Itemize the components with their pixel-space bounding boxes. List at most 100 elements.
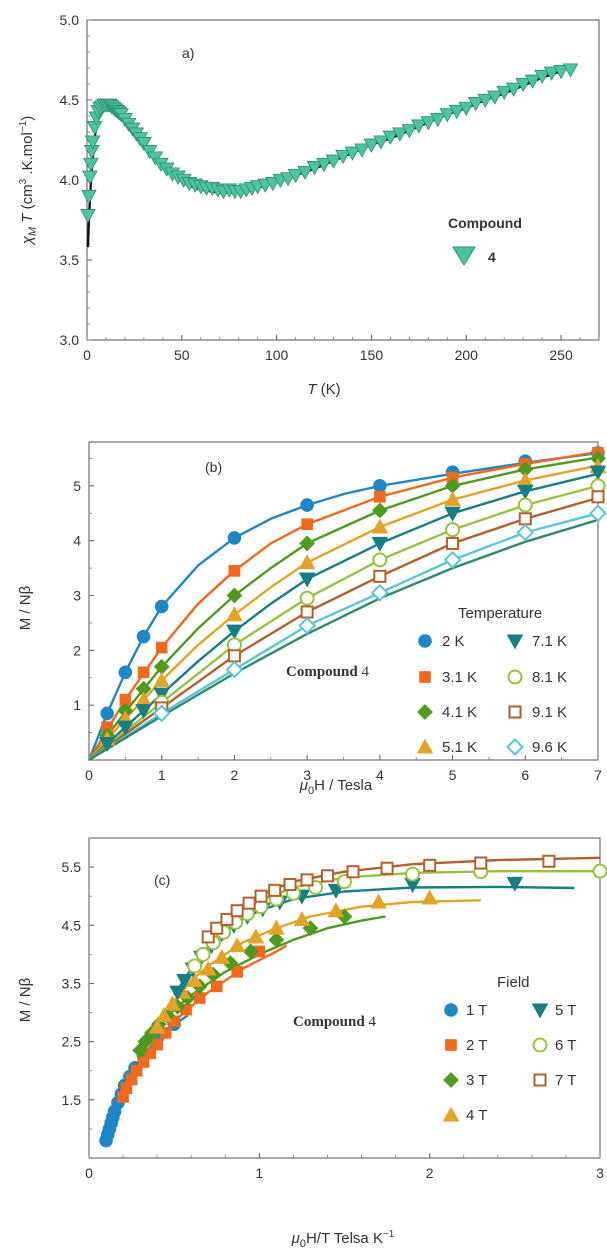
panel-b-xlabel: μ0H / Tesla <box>299 777 373 797</box>
panel-c-annotation: Compound 4 <box>293 1014 376 1030</box>
panel-a-point <box>136 137 152 152</box>
panel-a-point <box>354 143 370 158</box>
panel-b-point <box>227 649 241 663</box>
panel-a-point <box>325 154 342 169</box>
panel-c-point <box>164 995 181 1011</box>
panel-b-point <box>155 641 168 654</box>
panel-a-point <box>86 121 103 136</box>
x-tick-label: 150 <box>360 347 384 363</box>
panel-c-legend-entry: 1 T <box>466 1002 487 1019</box>
panel-b-point <box>516 484 534 500</box>
panel-a-ticks: 0 50 100 150 200 250 3.0 3.5 4.0 4.5 5.0 <box>60 12 600 363</box>
y-tick-label: 3 <box>73 588 81 604</box>
panel-a-point <box>477 93 494 109</box>
panel-b-fit-line <box>87 450 599 761</box>
panel-a-point <box>373 135 389 150</box>
x-tick-label: 50 <box>174 347 190 363</box>
panel-c-point <box>592 863 607 879</box>
panel-a-frame <box>86 19 600 341</box>
x-tick-label: 0 <box>83 347 91 363</box>
panel-b-legend-entry: 5.1 K <box>442 739 477 756</box>
panel-a-point <box>344 146 361 161</box>
panel-b-point <box>589 465 607 481</box>
panel-c-point <box>254 889 268 903</box>
panel-c-point <box>327 902 345 918</box>
panel-c-legend-entry: 4 T <box>466 1107 487 1124</box>
panel-c-point <box>370 893 387 909</box>
y-tick-label: 1 <box>73 697 81 713</box>
panel-b-point <box>118 665 133 680</box>
panel-a-point <box>448 105 465 120</box>
panel-c-point <box>186 972 203 988</box>
panel-b-point <box>298 572 316 588</box>
x-tick-label: 1 <box>255 1165 263 1181</box>
panel-c-point <box>474 856 488 870</box>
panel-b-legend-entry: 8.1 K <box>532 669 567 686</box>
panel-c-legend-marker <box>531 1003 549 1019</box>
y-tick-label: 3.0 <box>60 332 80 348</box>
panel-c-point <box>195 946 211 962</box>
panel-b-point <box>135 704 152 720</box>
panel-a-point <box>335 149 351 165</box>
panel-b-legend-title: Temperature <box>458 605 542 622</box>
panel-a-point <box>401 124 418 139</box>
panel-a-chart: 0 50 100 150 200 250 3.0 3.5 4.0 4.5 5.0 a) Compou… <box>18 12 600 398</box>
panel-a-point <box>543 66 560 81</box>
panel-c-point <box>137 1033 154 1050</box>
panel-b-legend-marker <box>506 634 524 650</box>
panel-a-point <box>467 97 484 112</box>
panel-b-point <box>516 523 535 542</box>
panel-c-fit-line <box>156 899 481 1028</box>
panel-b-legend-marker <box>418 634 432 648</box>
panel-b-point <box>300 498 314 512</box>
panel-b-point <box>589 504 607 523</box>
panel-a-point <box>84 135 101 150</box>
panel-c-point <box>231 965 244 978</box>
panel-c-point <box>247 928 265 944</box>
panel-b-legend-marker <box>507 669 523 685</box>
panel-b-point <box>226 624 243 640</box>
panel-c-point <box>337 874 352 890</box>
panel-c-point <box>268 931 285 948</box>
panel-b-fit-line <box>88 464 599 761</box>
panel-b-point <box>299 590 315 606</box>
y-tick-label: 2.5 <box>62 1034 82 1050</box>
panel-a-point <box>486 90 503 105</box>
panel-b-point <box>373 569 387 583</box>
panel-a-point <box>287 169 304 184</box>
panel-b-point <box>298 554 316 570</box>
panel-b-point <box>370 583 389 602</box>
panel-c-legend-entry: 5 T <box>555 1002 576 1019</box>
panel-b-ticks: 0 1 2 3 4 5 6 7 1 2 3 4 5 <box>73 458 602 783</box>
x-tick-label: 4 <box>376 767 384 783</box>
x-tick-label: 2 <box>231 767 239 783</box>
panel-b-point <box>518 512 532 526</box>
panel-c-point <box>268 919 285 935</box>
panel-c-legend-marker <box>532 1037 548 1053</box>
x-tick-label: 6 <box>521 767 529 783</box>
panel-c-point <box>283 878 297 892</box>
panel-c-point <box>421 889 438 905</box>
panel-a-points <box>80 63 579 224</box>
panel-a-point <box>410 119 427 134</box>
panel-b-ylabel: M / Nβ <box>17 585 34 630</box>
panel-a-point <box>439 108 456 123</box>
panel-c-point <box>506 876 524 892</box>
panel-c-point <box>346 865 360 879</box>
panel-b-fit-line <box>88 496 599 761</box>
panel-b-point <box>117 720 134 736</box>
x-tick-label: 7 <box>594 767 602 783</box>
panel-b-point <box>371 518 389 534</box>
panel-b-chart: 0 1 2 3 4 5 6 7 1 2 3 4 5 (b) Compound 4 Temperature… <box>17 441 607 797</box>
y-tick-label: 5 <box>73 478 81 494</box>
panel-b-point <box>517 497 533 513</box>
panel-a-point <box>524 74 541 89</box>
y-tick-label: 4.0 <box>60 172 80 188</box>
panel-b-legend-entry: 4.1 K <box>442 704 477 721</box>
panel-c-legend-marker <box>444 1003 458 1017</box>
panel-b-label: (b) <box>205 459 222 475</box>
panel-c-point <box>187 958 203 974</box>
panel-b-point <box>300 605 314 619</box>
panel-b-point <box>443 550 462 569</box>
x-tick-label: 3 <box>596 1165 604 1181</box>
